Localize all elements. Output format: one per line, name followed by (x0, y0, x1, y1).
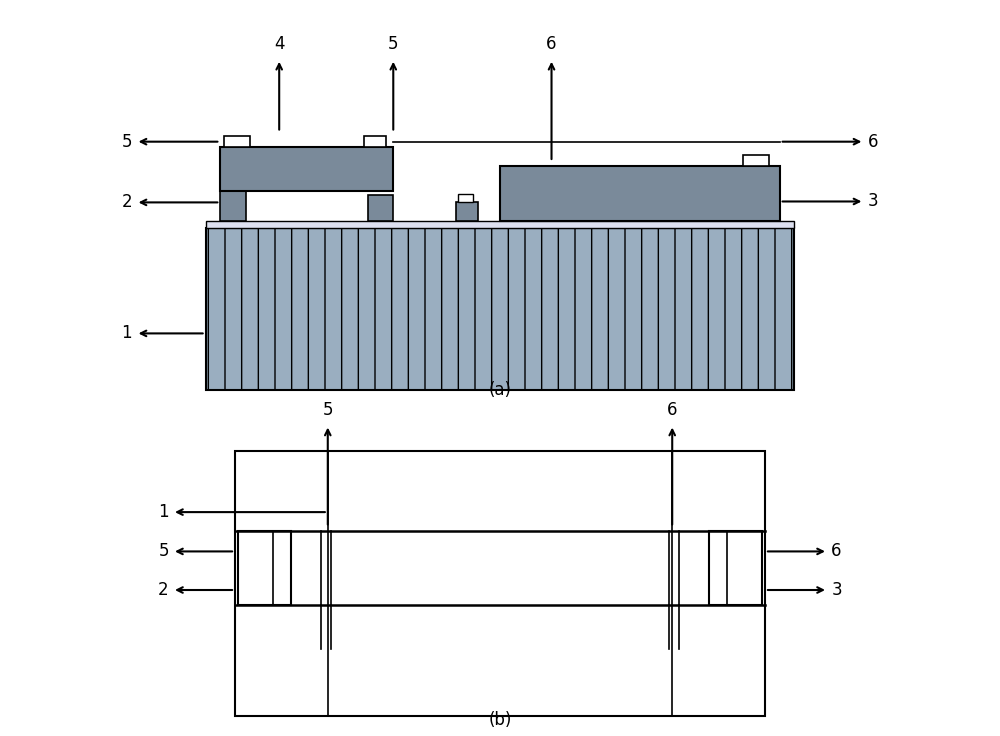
Bar (238, 531, 291, 605)
Bar (364, 136, 386, 147)
Bar (235, 451, 765, 716)
Text: 1: 1 (121, 325, 132, 342)
Text: 5: 5 (158, 542, 169, 560)
Text: 6: 6 (831, 542, 842, 560)
Text: 3: 3 (868, 193, 879, 210)
Text: 6: 6 (546, 35, 557, 53)
Bar (743, 155, 769, 166)
Bar (220, 184, 246, 221)
Bar (206, 221, 794, 228)
Text: 3: 3 (831, 581, 842, 599)
Bar (368, 195, 393, 221)
Bar (206, 228, 794, 390)
Text: 2: 2 (158, 581, 169, 599)
Text: 6: 6 (667, 401, 677, 420)
Text: 1: 1 (158, 503, 169, 521)
Bar (456, 202, 478, 221)
Text: 6: 6 (868, 132, 879, 151)
Bar (709, 531, 762, 605)
Text: 5: 5 (323, 401, 333, 420)
Text: 5: 5 (122, 132, 132, 151)
Text: 2: 2 (121, 194, 132, 211)
Text: 5: 5 (388, 35, 399, 53)
Text: (a): (a) (488, 381, 512, 399)
Bar (458, 194, 473, 202)
Bar (500, 166, 780, 221)
Text: 4: 4 (274, 35, 284, 53)
Bar (224, 136, 250, 147)
Bar (220, 147, 393, 191)
Text: (b): (b) (488, 712, 512, 729)
